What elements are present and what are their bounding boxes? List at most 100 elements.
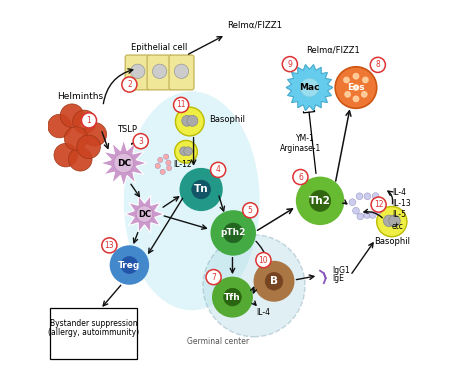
Text: Th2: Th2: [309, 196, 331, 206]
Circle shape: [371, 202, 378, 208]
Text: Treg: Treg: [118, 260, 140, 269]
Circle shape: [180, 147, 188, 155]
Circle shape: [353, 207, 359, 214]
Circle shape: [166, 165, 172, 171]
Circle shape: [353, 96, 359, 102]
Text: etc: etc: [392, 222, 404, 231]
Polygon shape: [286, 64, 333, 111]
Circle shape: [297, 177, 344, 224]
Text: 2: 2: [127, 80, 132, 89]
Circle shape: [192, 180, 210, 199]
Text: Mac: Mac: [299, 83, 320, 92]
Circle shape: [362, 77, 369, 83]
Circle shape: [256, 252, 271, 268]
Text: 10: 10: [259, 255, 268, 265]
Circle shape: [344, 91, 351, 98]
Circle shape: [133, 134, 148, 149]
Text: B: B: [270, 276, 278, 286]
Circle shape: [110, 246, 148, 284]
Ellipse shape: [124, 91, 260, 310]
Circle shape: [130, 64, 145, 78]
Circle shape: [184, 147, 192, 155]
Text: 9: 9: [287, 60, 292, 69]
Text: 5: 5: [248, 206, 253, 215]
Circle shape: [224, 288, 241, 306]
Text: 12: 12: [374, 200, 383, 209]
Circle shape: [243, 203, 258, 218]
Circle shape: [377, 207, 407, 237]
Circle shape: [121, 257, 138, 274]
Circle shape: [343, 77, 350, 83]
Circle shape: [369, 211, 376, 218]
Circle shape: [182, 115, 192, 126]
Circle shape: [122, 77, 137, 92]
Text: Basophil: Basophil: [210, 115, 246, 124]
Text: IgE: IgE: [332, 274, 344, 283]
Circle shape: [223, 223, 243, 243]
Circle shape: [77, 135, 100, 158]
Text: 13: 13: [105, 241, 114, 250]
Text: Relmα/FIZZ1: Relmα/FIZZ1: [228, 21, 283, 30]
Circle shape: [356, 193, 363, 200]
Circle shape: [102, 238, 117, 253]
FancyBboxPatch shape: [50, 309, 137, 359]
Circle shape: [383, 215, 395, 227]
Circle shape: [211, 211, 255, 255]
Circle shape: [173, 97, 189, 113]
Text: IgG1: IgG1: [332, 266, 350, 275]
Text: 11: 11: [176, 100, 186, 110]
Circle shape: [310, 190, 330, 211]
Circle shape: [136, 206, 153, 222]
Circle shape: [300, 78, 319, 97]
Circle shape: [69, 147, 92, 171]
Circle shape: [353, 84, 359, 91]
Text: 8: 8: [375, 60, 380, 69]
Circle shape: [181, 169, 222, 210]
Text: YM-1: YM-1: [296, 134, 314, 143]
Text: Tn: Tn: [194, 185, 209, 194]
Text: Epithelial cell: Epithelial cell: [131, 44, 188, 52]
Circle shape: [293, 169, 308, 185]
Circle shape: [357, 213, 364, 220]
Text: Bystander suppression: Bystander suppression: [50, 319, 137, 328]
FancyBboxPatch shape: [147, 55, 172, 90]
Circle shape: [174, 64, 189, 78]
Circle shape: [370, 57, 385, 72]
Polygon shape: [100, 139, 147, 186]
Circle shape: [82, 113, 97, 128]
Text: 3: 3: [138, 137, 143, 146]
Text: 7: 7: [211, 273, 216, 282]
FancyBboxPatch shape: [125, 55, 150, 90]
Text: Germinal center: Germinal center: [187, 337, 249, 346]
Circle shape: [353, 73, 359, 80]
Circle shape: [203, 235, 305, 337]
Text: IL-4: IL-4: [392, 188, 406, 197]
Circle shape: [361, 91, 368, 98]
Circle shape: [153, 64, 167, 78]
Circle shape: [160, 169, 165, 174]
Circle shape: [335, 67, 377, 108]
Circle shape: [375, 208, 382, 215]
Text: Basophil: Basophil: [374, 237, 410, 246]
Circle shape: [73, 110, 96, 134]
Text: Tfh: Tfh: [224, 293, 241, 302]
Text: IL-13: IL-13: [392, 199, 410, 208]
Text: Relmα/FIZZ1: Relmα/FIZZ1: [306, 45, 360, 54]
Circle shape: [166, 160, 171, 165]
Circle shape: [372, 193, 379, 199]
Circle shape: [175, 140, 197, 163]
Circle shape: [389, 215, 400, 227]
Circle shape: [155, 163, 160, 169]
Circle shape: [283, 56, 297, 72]
Circle shape: [206, 269, 221, 285]
Circle shape: [213, 277, 252, 317]
Circle shape: [60, 104, 84, 127]
FancyBboxPatch shape: [169, 55, 194, 90]
Text: Eos: Eos: [347, 83, 365, 92]
Circle shape: [48, 114, 71, 138]
Circle shape: [349, 199, 356, 205]
Text: TSLP: TSLP: [118, 125, 137, 133]
Circle shape: [164, 154, 169, 159]
Circle shape: [175, 107, 204, 136]
Circle shape: [210, 162, 226, 177]
